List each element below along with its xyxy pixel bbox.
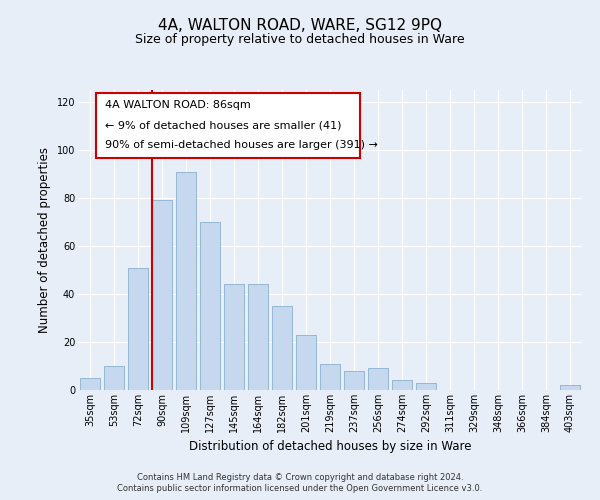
- Bar: [80, 378, 100, 390]
- Bar: [392, 380, 412, 390]
- Text: Size of property relative to detached houses in Ware: Size of property relative to detached ho…: [135, 32, 465, 46]
- Text: Contains public sector information licensed under the Open Government Licence v3: Contains public sector information licen…: [118, 484, 482, 493]
- Text: Contains HM Land Registry data © Crown copyright and database right 2024.: Contains HM Land Registry data © Crown c…: [137, 472, 463, 482]
- Bar: [152, 200, 172, 390]
- Text: 4A WALTON ROAD: 86sqm: 4A WALTON ROAD: 86sqm: [105, 100, 250, 110]
- Bar: [416, 383, 436, 390]
- Text: 90% of semi-detached houses are larger (391) →: 90% of semi-detached houses are larger (…: [105, 140, 377, 150]
- Bar: [200, 222, 220, 390]
- Bar: [104, 366, 124, 390]
- Bar: [224, 284, 244, 390]
- Bar: [296, 335, 316, 390]
- Bar: [95, 93, 360, 158]
- X-axis label: Distribution of detached houses by size in Ware: Distribution of detached houses by size …: [189, 440, 471, 454]
- Bar: [560, 385, 580, 390]
- Text: ← 9% of detached houses are smaller (41): ← 9% of detached houses are smaller (41): [105, 120, 341, 130]
- Bar: [368, 368, 388, 390]
- Text: 4A, WALTON ROAD, WARE, SG12 9PQ: 4A, WALTON ROAD, WARE, SG12 9PQ: [158, 18, 442, 32]
- Bar: [320, 364, 340, 390]
- Y-axis label: Number of detached properties: Number of detached properties: [38, 147, 51, 333]
- Bar: [248, 284, 268, 390]
- Bar: [272, 306, 292, 390]
- Bar: [128, 268, 148, 390]
- Bar: [344, 371, 364, 390]
- Bar: [176, 172, 196, 390]
